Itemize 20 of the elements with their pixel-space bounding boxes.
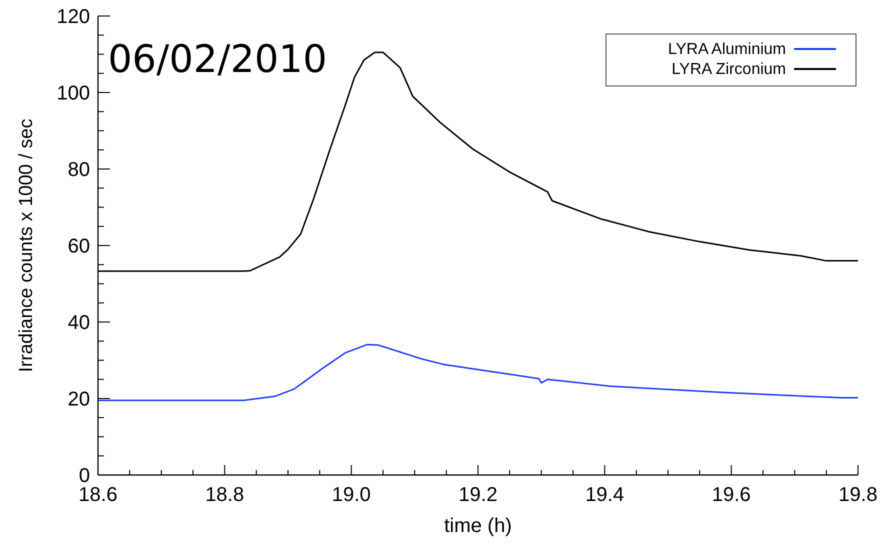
y-axis-title: Irradiance counts x 1000 / sec: [16, 118, 37, 372]
x-tick-label: 19.2: [458, 484, 498, 506]
y-tick-label: 60: [68, 236, 90, 258]
y-tick-label: 20: [68, 388, 90, 410]
x-tick-label: 18.6: [78, 484, 118, 506]
y-tick-label: 80: [68, 159, 90, 181]
x-tick-label: 19.4: [585, 484, 624, 506]
y-tick-label: 40: [68, 312, 90, 334]
legend-label: LYRA Aluminium: [668, 41, 786, 58]
annotation: 06/02/2010: [108, 37, 328, 81]
line-series: [97, 344, 859, 402]
legend-label: LYRA Zirconium: [672, 61, 786, 78]
y-tick-label: 0: [78, 465, 90, 487]
x-axis-title: time (h): [444, 515, 512, 537]
x-tick-label: 19.6: [712, 484, 751, 506]
y-tick-label: 120: [56, 6, 90, 28]
x-tick-label: 19.0: [332, 484, 371, 506]
y-tick-label: 100: [56, 82, 90, 104]
x-tick-label: 19.8: [838, 484, 878, 506]
x-tick-label: 18.8: [205, 484, 244, 506]
